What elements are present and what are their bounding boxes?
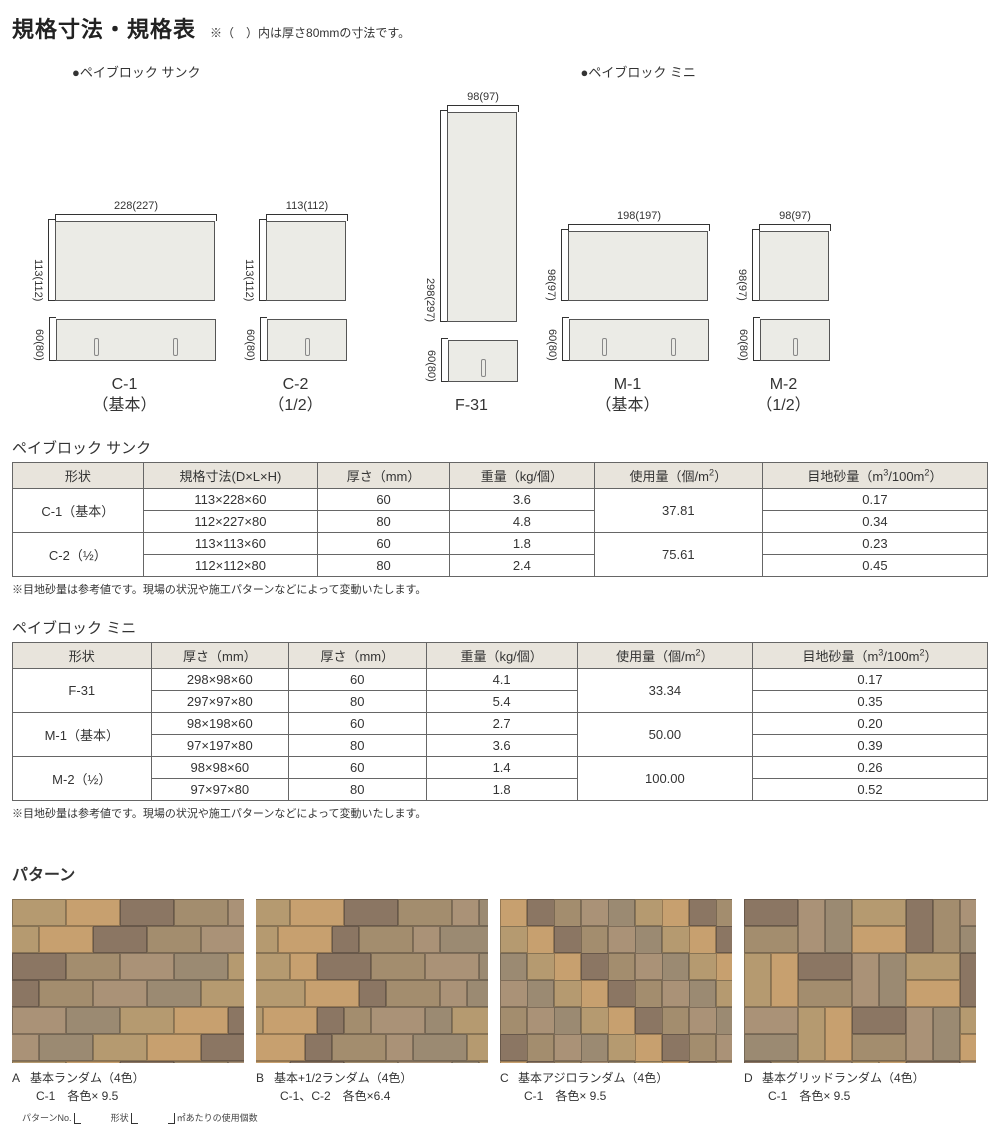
table-title: ペイブロック サンク	[12, 437, 988, 458]
pattern-swatch: B基本+1/2ランダム（4色） C-1、C-2 各色×6.4	[256, 899, 488, 1105]
block-diagram: 298(297)98(97)60(80)F-31	[424, 91, 519, 417]
pattern-swatch: A基本ランダム（4色） C-1 各色× 9.5	[12, 899, 244, 1105]
block-diagram: 113(112)113(112)60(80)C-2（1/2）	[243, 200, 348, 417]
table-title: ペイブロック ミニ	[12, 617, 988, 638]
pattern-swatch: C基本アジロランダム（4色） C-1 各色× 9.5	[500, 899, 732, 1105]
block-diagram: 113(112)228(227)60(80)C-1（基本）	[32, 200, 217, 417]
pattern-swatch: D基本グリッドランダム（4色） C-1 各色× 9.5	[744, 899, 976, 1105]
series-label: ●ペイブロック ミニ	[580, 62, 695, 81]
patterns-title: パターン	[12, 861, 988, 885]
spec-table-2: 形状厚さ（mm）厚さ（mm）重量（kg/個）使用量（個/m2）目地砂量（m3/1…	[12, 642, 988, 801]
pattern-legend: パターンNo. 形状 ㎡あたりの使用個数	[12, 1111, 988, 1124]
block-diagram: 98(97)198(197)60(80)M-1（基本）	[545, 210, 710, 417]
title-note: ※（ ）内は厚さ80mmの寸法です。	[210, 24, 410, 41]
series-label: ●ペイブロック サンク	[72, 62, 200, 81]
table-note: ※目地砂量は参考値です。現場の状況や施工パターンなどによって変動いたします。	[12, 581, 988, 597]
spec-table-1: 形状規格寸法(D×L×H)厚さ（mm）重量（kg/個）使用量（個/m2）目地砂量…	[12, 462, 988, 577]
page-title: 規格寸法・規格表	[12, 12, 196, 44]
block-diagram: 98(97)98(97)60(80)M-2（1/2）	[736, 210, 831, 417]
table-note: ※目地砂量は参考値です。現場の状況や施工パターンなどによって変動いたします。	[12, 805, 988, 821]
